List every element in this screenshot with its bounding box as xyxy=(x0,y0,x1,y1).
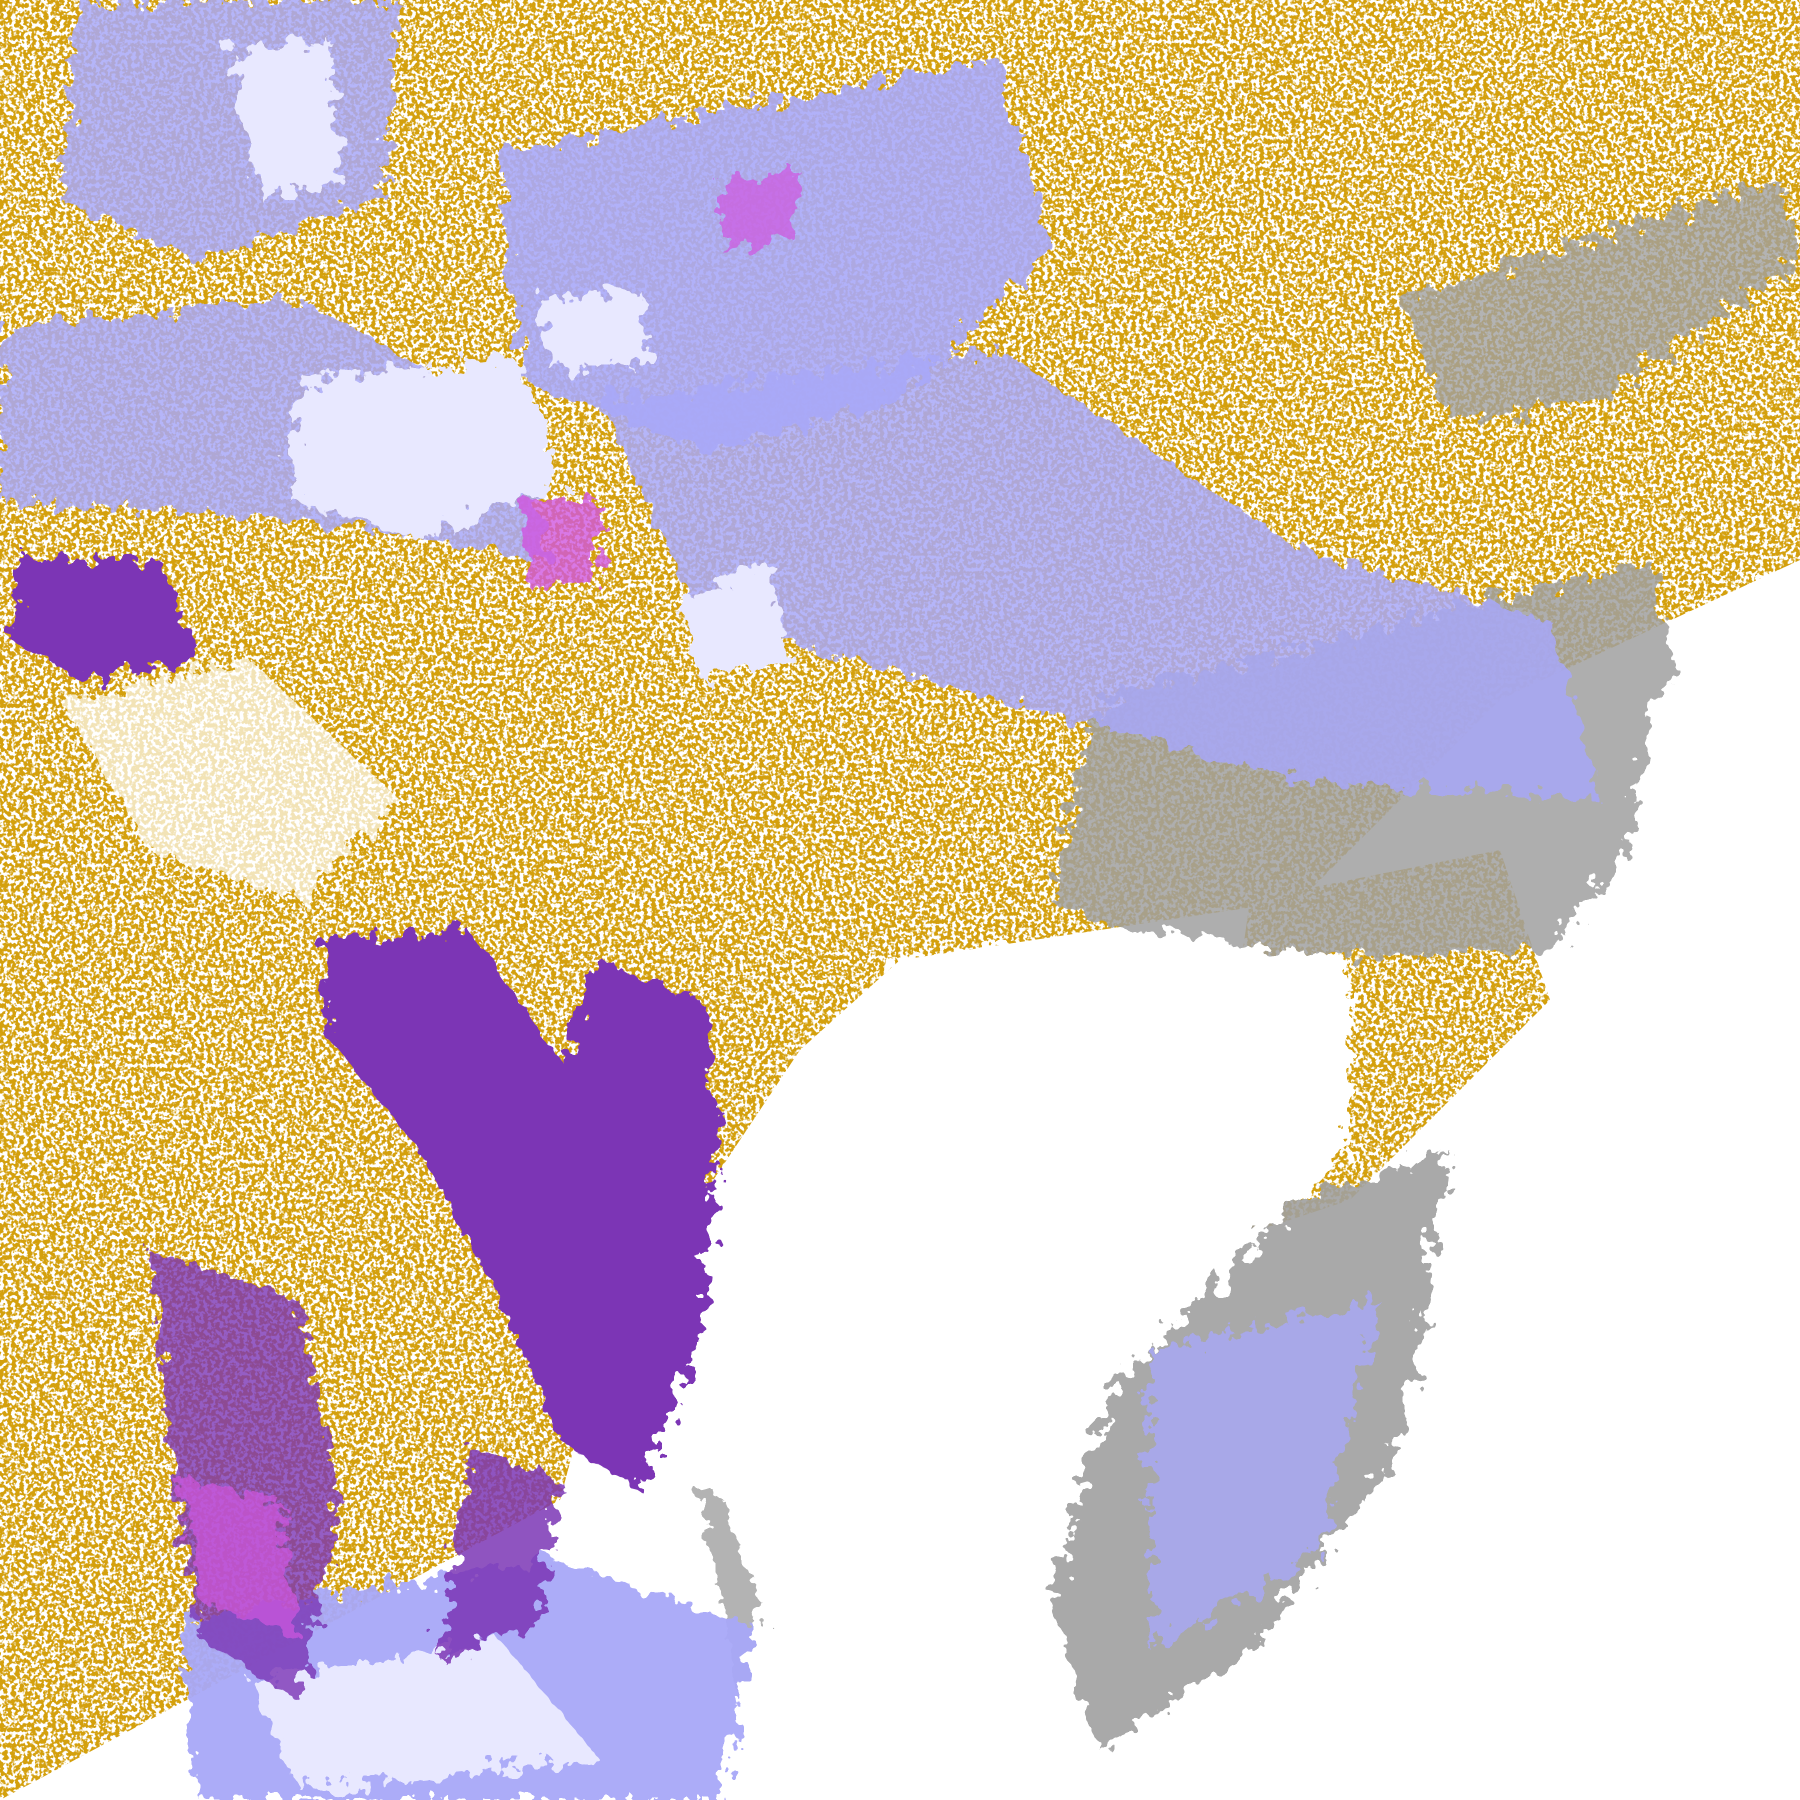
purple-region-west xyxy=(10,560,200,680)
magenta-patch-1 xyxy=(520,500,600,590)
pale-cloud-core-3 xyxy=(540,290,650,370)
lavender-cloud-southeast xyxy=(1150,1300,1380,1650)
white-basin xyxy=(700,930,1350,1800)
lavender-cloud-middle xyxy=(600,350,1600,800)
pale-cloud-core-2 xyxy=(230,40,340,200)
gray-band-northeast xyxy=(1400,180,1800,420)
purple-band-south xyxy=(440,1450,560,1660)
pale-cloud-core-4 xyxy=(680,560,790,680)
pale-cloud-core-5 xyxy=(250,1640,600,1790)
pale-cloud-core-1 xyxy=(290,360,560,540)
magenta-patch-3 xyxy=(720,170,800,250)
white-land-west xyxy=(60,660,400,900)
white-east-edge xyxy=(1450,560,1800,1800)
magenta-patch-2 xyxy=(180,1480,300,1640)
purple-region-central xyxy=(320,930,720,1490)
